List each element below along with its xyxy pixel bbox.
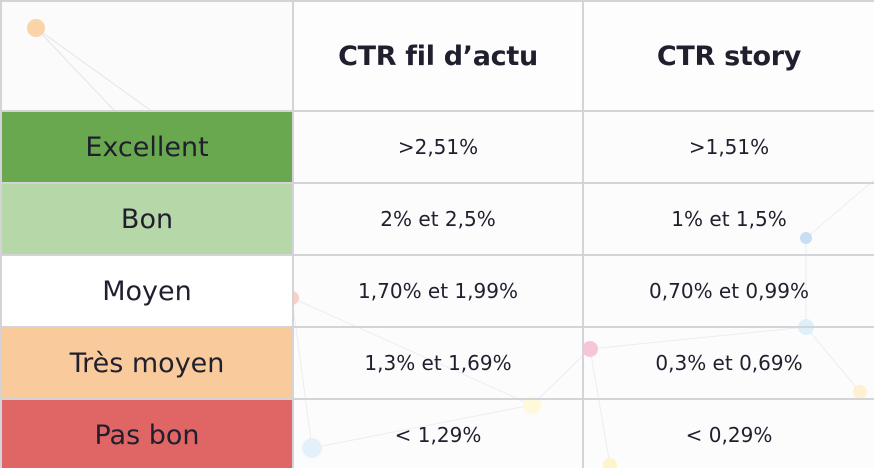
table-row: Pas bon < 1,29% < 0,29% (0, 398, 874, 468)
table-row: Moyen 1,70% et 1,99% 0,70% et 0,99% (0, 254, 874, 328)
row-label-excellent: Excellent (0, 110, 294, 184)
table-row: Excellent >2,51% >1,51% (0, 110, 874, 184)
cell-ctr-story: >1,51% (582, 110, 874, 184)
header-row: CTR fil d’actu CTR story (0, 0, 874, 112)
cell-ctr-story: 0,3% et 0,69% (582, 326, 874, 400)
header-ctr-story: CTR story (582, 0, 874, 112)
cell-ctr-story: < 0,29% (582, 398, 874, 468)
cell-ctr-feed: 1,3% et 1,69% (292, 326, 584, 400)
cell-ctr-feed: < 1,29% (292, 398, 584, 468)
table-row: Très moyen 1,3% et 1,69% 0,3% et 0,69% (0, 326, 874, 400)
cell-ctr-feed: 2% et 2,5% (292, 182, 584, 256)
header-ctr-feed: CTR fil d’actu (292, 0, 584, 112)
row-label-moyen: Moyen (0, 254, 294, 328)
row-label-bon: Bon (0, 182, 294, 256)
cell-ctr-feed: >2,51% (292, 110, 584, 184)
cell-ctr-story: 1% et 1,5% (582, 182, 874, 256)
header-corner-cell (0, 0, 294, 112)
table-row: Bon 2% et 2,5% 1% et 1,5% (0, 182, 874, 256)
cell-ctr-story: 0,70% et 0,99% (582, 254, 874, 328)
cell-ctr-feed: 1,70% et 1,99% (292, 254, 584, 328)
row-label-tres-moyen: Très moyen (0, 326, 294, 400)
row-label-pas-bon: Pas bon (0, 398, 294, 468)
